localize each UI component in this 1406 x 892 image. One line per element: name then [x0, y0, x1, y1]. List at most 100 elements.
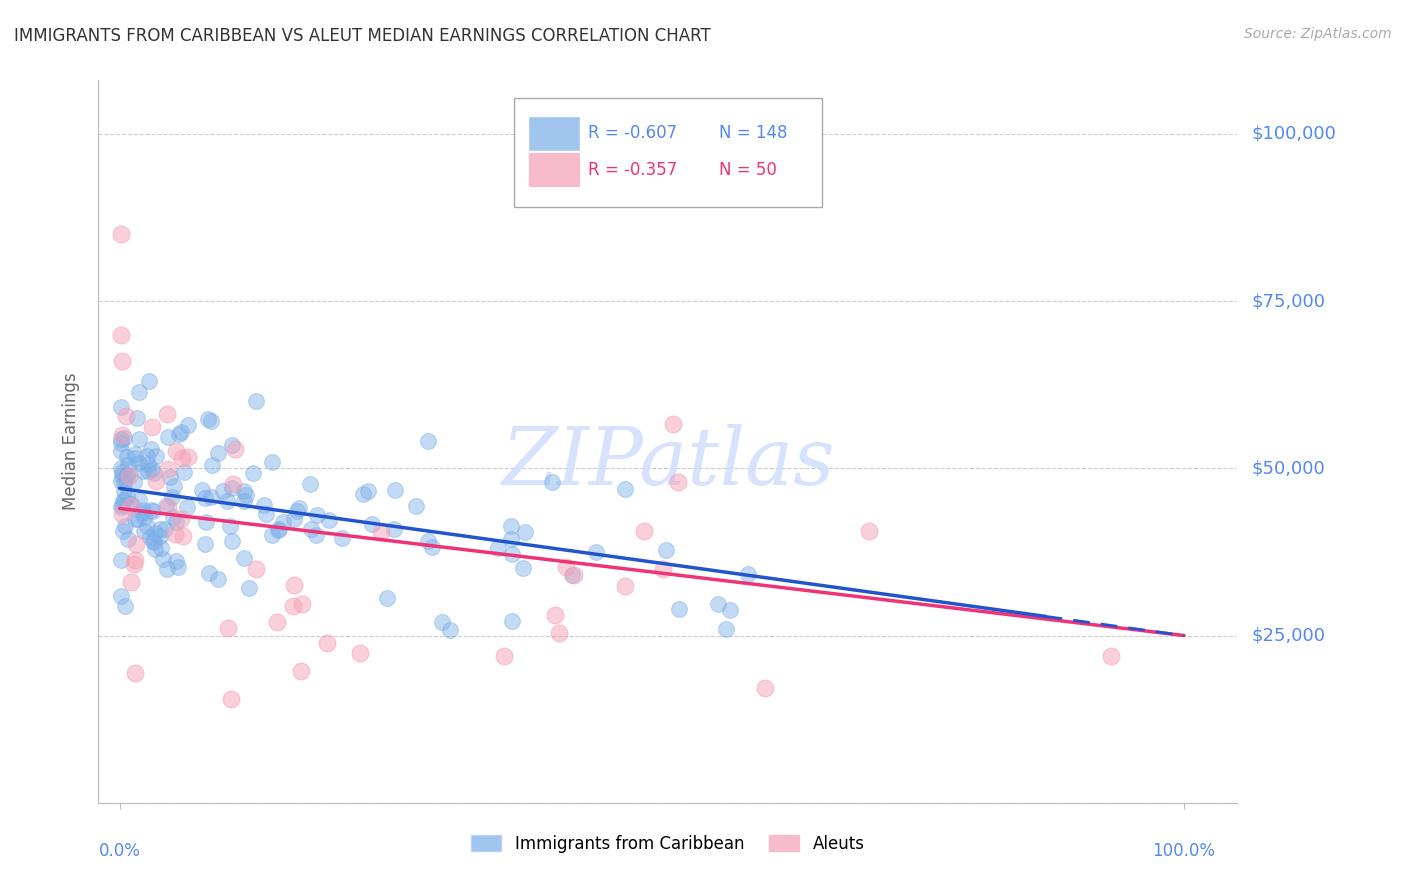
Point — [420, 540, 443, 554]
Point — [162, 509, 184, 524]
Point — [120, 574, 142, 589]
Point — [138, 464, 160, 478]
Point — [110, 327, 132, 342]
Legend: Immigrants from Caribbean, Aleuts: Immigrants from Caribbean, Aleuts — [464, 828, 872, 860]
Point — [110, 460, 132, 475]
Point — [165, 554, 187, 568]
Point — [131, 506, 153, 520]
Y-axis label: Median Earnings: Median Earnings — [62, 373, 80, 510]
Point — [561, 567, 583, 582]
Point — [499, 519, 522, 533]
Point — [170, 425, 193, 439]
Point — [170, 512, 193, 526]
Point — [145, 474, 167, 488]
Point — [176, 500, 198, 515]
Point — [194, 491, 217, 505]
Point — [267, 523, 290, 537]
Point — [349, 647, 371, 661]
Point — [233, 483, 256, 498]
Point — [418, 534, 440, 549]
Point — [157, 461, 180, 475]
Text: IMMIGRANTS FROM CARIBBEAN VS ALEUT MEDIAN EARNINGS CORRELATION CHART: IMMIGRANTS FROM CARIBBEAN VS ALEUT MEDIA… — [14, 27, 711, 45]
Point — [112, 476, 135, 491]
Point — [128, 456, 150, 470]
Point — [633, 524, 655, 538]
Point — [112, 493, 135, 508]
Point — [110, 553, 132, 567]
Point — [112, 524, 135, 539]
Point — [110, 227, 132, 241]
Point — [136, 449, 159, 463]
Point — [139, 442, 162, 456]
Point — [163, 478, 186, 492]
Point — [515, 524, 537, 539]
Point — [128, 432, 150, 446]
Point — [118, 468, 141, 483]
Point — [120, 500, 142, 514]
Point — [430, 615, 453, 629]
Point — [143, 526, 166, 541]
Point — [224, 442, 246, 457]
Point — [165, 516, 187, 530]
Text: $100,000: $100,000 — [1251, 125, 1336, 143]
Point — [238, 581, 260, 595]
Point — [162, 490, 184, 504]
Point — [221, 438, 243, 452]
Point — [283, 512, 305, 526]
Text: 100.0%: 100.0% — [1153, 842, 1216, 860]
Point — [540, 475, 562, 489]
Point — [197, 566, 219, 581]
Point — [110, 443, 132, 458]
Point — [252, 498, 274, 512]
Point — [305, 528, 328, 542]
Point — [156, 407, 179, 421]
Point — [111, 465, 134, 479]
Point — [218, 518, 240, 533]
Point — [245, 561, 267, 575]
Point — [439, 624, 461, 638]
Point — [652, 561, 675, 575]
Text: 0.0%: 0.0% — [98, 842, 141, 860]
Point — [142, 534, 165, 549]
Point — [110, 500, 132, 514]
Point — [221, 481, 243, 495]
Point — [115, 489, 138, 503]
Point — [262, 455, 284, 469]
Point — [299, 523, 322, 537]
Point — [124, 553, 146, 567]
Point — [858, 524, 880, 538]
Point — [212, 484, 235, 499]
Point — [124, 475, 146, 489]
Text: R = -0.607: R = -0.607 — [588, 124, 678, 142]
Point — [138, 374, 160, 388]
Point — [145, 449, 167, 463]
Point — [173, 465, 195, 479]
Point — [142, 466, 165, 480]
Point — [382, 522, 405, 536]
Point — [111, 499, 134, 513]
FancyBboxPatch shape — [529, 153, 579, 186]
Point — [177, 417, 200, 432]
Point — [125, 537, 148, 551]
Point — [201, 458, 224, 473]
Point — [125, 411, 148, 425]
Point — [156, 429, 179, 443]
Point — [141, 462, 163, 476]
Point — [117, 532, 139, 546]
Point — [290, 664, 312, 678]
Point — [233, 494, 256, 508]
Point — [235, 488, 257, 502]
Point — [555, 559, 578, 574]
Text: Source: ZipAtlas.com: Source: ZipAtlas.com — [1244, 27, 1392, 41]
Point — [115, 450, 138, 464]
Point — [128, 385, 150, 400]
Point — [316, 635, 339, 649]
Point — [110, 436, 132, 450]
Point — [142, 504, 165, 518]
Point — [614, 482, 637, 496]
Point — [141, 419, 163, 434]
Point — [215, 493, 238, 508]
Point — [111, 427, 134, 442]
Point — [153, 522, 176, 536]
Point — [707, 597, 730, 611]
